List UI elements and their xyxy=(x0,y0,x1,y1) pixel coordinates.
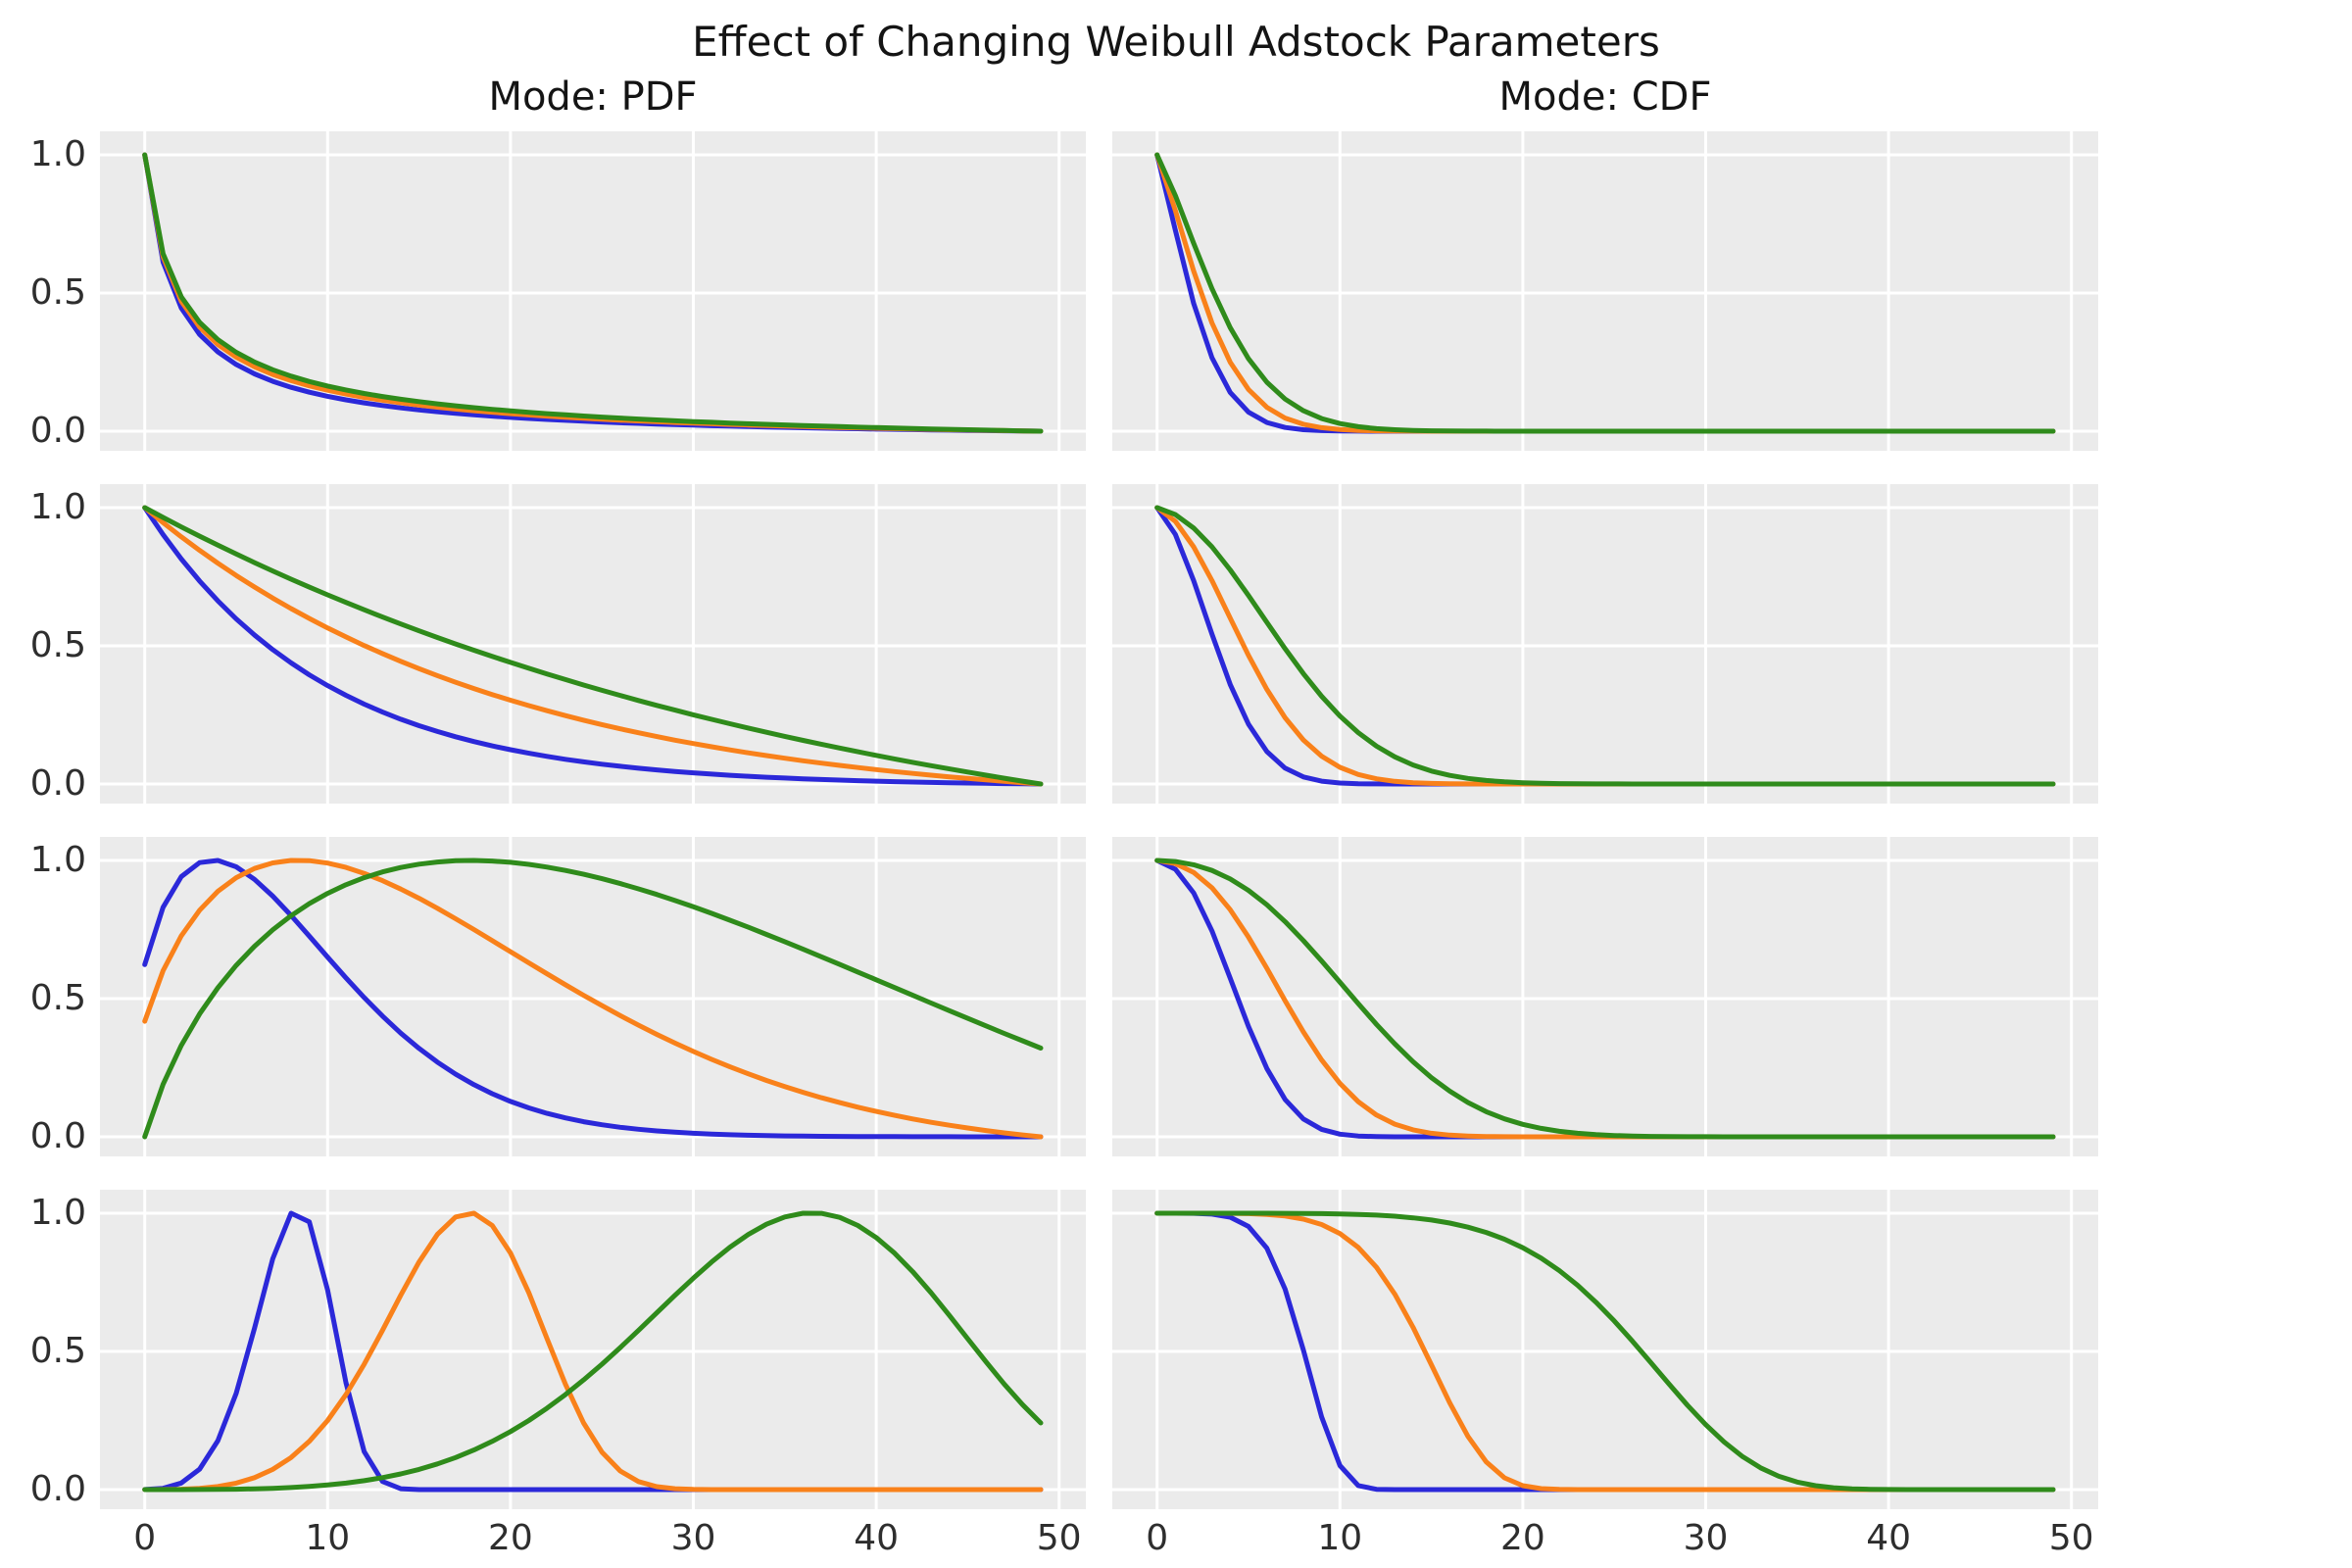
subplot-cdf-shape-5 xyxy=(1112,1190,2098,1509)
x-tick-label: 0 xyxy=(133,1518,157,1558)
y-tick-label: 0.5 xyxy=(29,272,86,313)
x-tick-label: 50 xyxy=(1036,1518,1082,1558)
curve-pdf-shape-1-scale=19.6 xyxy=(142,505,1044,787)
curve-pdf-shape-5-scale=39.2 xyxy=(142,1210,1044,1493)
subplot-cdf-shape-0.5 xyxy=(1112,131,2098,451)
x-tick-label: 0 xyxy=(1146,1518,1169,1558)
curve-pdf-shape-1-scale=39.2 xyxy=(142,505,1044,787)
y-tick-label: 0.0 xyxy=(29,411,86,451)
curve-pdf-shape-1.5-scale=19.6 xyxy=(142,858,1044,1140)
subplot-pdf-shape-1 xyxy=(100,484,1086,804)
y-tick-label: 0.0 xyxy=(29,763,86,804)
subplot-cdf-shape-1 xyxy=(1112,484,2098,804)
x-tick-label: 40 xyxy=(854,1518,899,1558)
axes-background xyxy=(100,484,1086,804)
axes-background xyxy=(100,131,1086,451)
subplot-pdf-shape-1.5 xyxy=(100,837,1086,1156)
subplot-pdf-shape-5 xyxy=(100,1190,1086,1509)
x-tick-label: 20 xyxy=(487,1518,533,1558)
curve-cdf-shape-1.5-scale=39.2 xyxy=(1154,858,2056,1140)
x-tick-label: 30 xyxy=(670,1518,716,1558)
y-tick-label: 1.0 xyxy=(29,134,86,174)
x-tick-label: 10 xyxy=(1317,1518,1363,1558)
curve-cdf-shape-5-scale=39.2 xyxy=(1154,1210,2056,1493)
y-tick-label: 0.0 xyxy=(29,1116,86,1156)
x-tick-label: 10 xyxy=(305,1518,351,1558)
y-tick-label: 0.5 xyxy=(29,1331,86,1371)
axes-background xyxy=(100,837,1086,1156)
axes-title-cdf: Mode: CDF xyxy=(1498,74,1712,120)
x-tick-label: 50 xyxy=(2048,1518,2094,1558)
subplot-cdf-shape-1.5 xyxy=(1112,837,2098,1156)
y-tick-label: 1.0 xyxy=(29,487,86,527)
axes-background xyxy=(1112,131,2098,451)
axes-background xyxy=(100,1190,1086,1509)
curve-pdf-shape-1-scale=9.8 xyxy=(142,505,1044,787)
curve-pdf-shape-1.5-scale=9.8 xyxy=(142,858,1044,1140)
curve-pdf-shape-0.5-scale=39.2 xyxy=(142,152,1044,434)
subplot-pdf-shape-0.5 xyxy=(100,131,1086,451)
axes-background xyxy=(1112,1190,2098,1509)
curve-pdf-shape-1.5-scale=39.2 xyxy=(142,858,1044,1140)
y-tick-label: 0.0 xyxy=(29,1469,86,1509)
y-tick-label: 0.5 xyxy=(29,625,86,665)
axes-background xyxy=(1112,837,2098,1156)
curve-cdf-shape-0.5-scale=39.2 xyxy=(1154,152,2056,434)
x-tick-label: 30 xyxy=(1683,1518,1729,1558)
curve-pdf-shape-5-scale=19.6 xyxy=(142,1210,1044,1493)
y-tick-label: 1.0 xyxy=(29,1193,86,1233)
y-tick-label: 1.0 xyxy=(29,840,86,880)
axes-title-pdf: Mode: PDF xyxy=(488,74,698,120)
x-tick-label: 40 xyxy=(1866,1518,1911,1558)
figure-suptitle: Effect of Changing Weibull Adstock Param… xyxy=(692,18,1660,66)
y-tick-label: 0.5 xyxy=(29,978,86,1018)
x-tick-label: 20 xyxy=(1499,1518,1545,1558)
axes-background xyxy=(1112,484,2098,804)
curve-cdf-shape-1-scale=39.2 xyxy=(1154,505,2056,787)
